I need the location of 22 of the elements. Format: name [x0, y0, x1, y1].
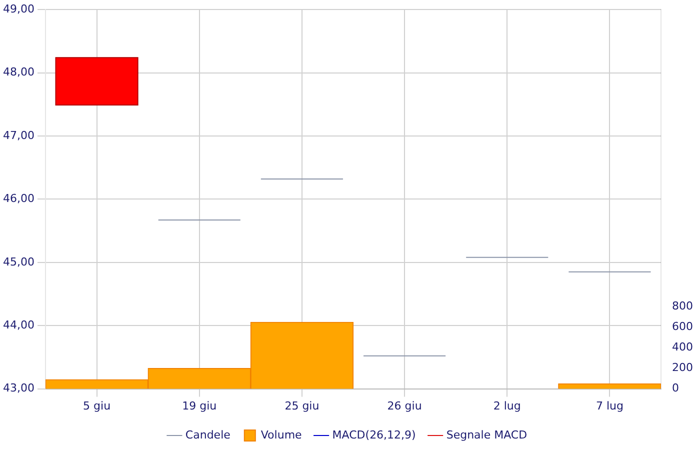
y-tick-label: 46,00 — [2, 192, 34, 206]
y-tick-label: 49,00 — [2, 2, 34, 16]
x-tick-label: 19 giu — [182, 399, 217, 412]
y-tick-label: 43,00 — [2, 382, 34, 395]
x-tick-label: 5 giu — [83, 399, 111, 412]
y2-tick-label: 200 — [672, 361, 694, 374]
legend-label: MACD(26,12,9) — [332, 428, 416, 442]
y-tick-label: 44,00 — [2, 318, 34, 332]
legend-label: Segnale MACD — [446, 428, 528, 442]
y-tick-label: 48,00 — [2, 66, 34, 79]
x-tick-label: 26 giu — [387, 399, 422, 412]
x-tick-label: 7 lug — [596, 399, 624, 412]
legend-label: Volume — [260, 428, 302, 442]
y2-tick-label: 0 — [672, 382, 680, 395]
x-tick-label: 2 lug — [493, 399, 521, 412]
y2-tick-label: 800 — [672, 300, 694, 313]
y-tick-label: 45,00 — [2, 255, 34, 268]
legend-label: Candele — [185, 428, 231, 442]
y2-tick-label: 600 — [672, 320, 694, 334]
x-tick-label: 25 giu — [284, 399, 320, 412]
y2-tick-label: 400 — [672, 340, 694, 354]
y-tick-label: 47,00 — [2, 128, 34, 142]
